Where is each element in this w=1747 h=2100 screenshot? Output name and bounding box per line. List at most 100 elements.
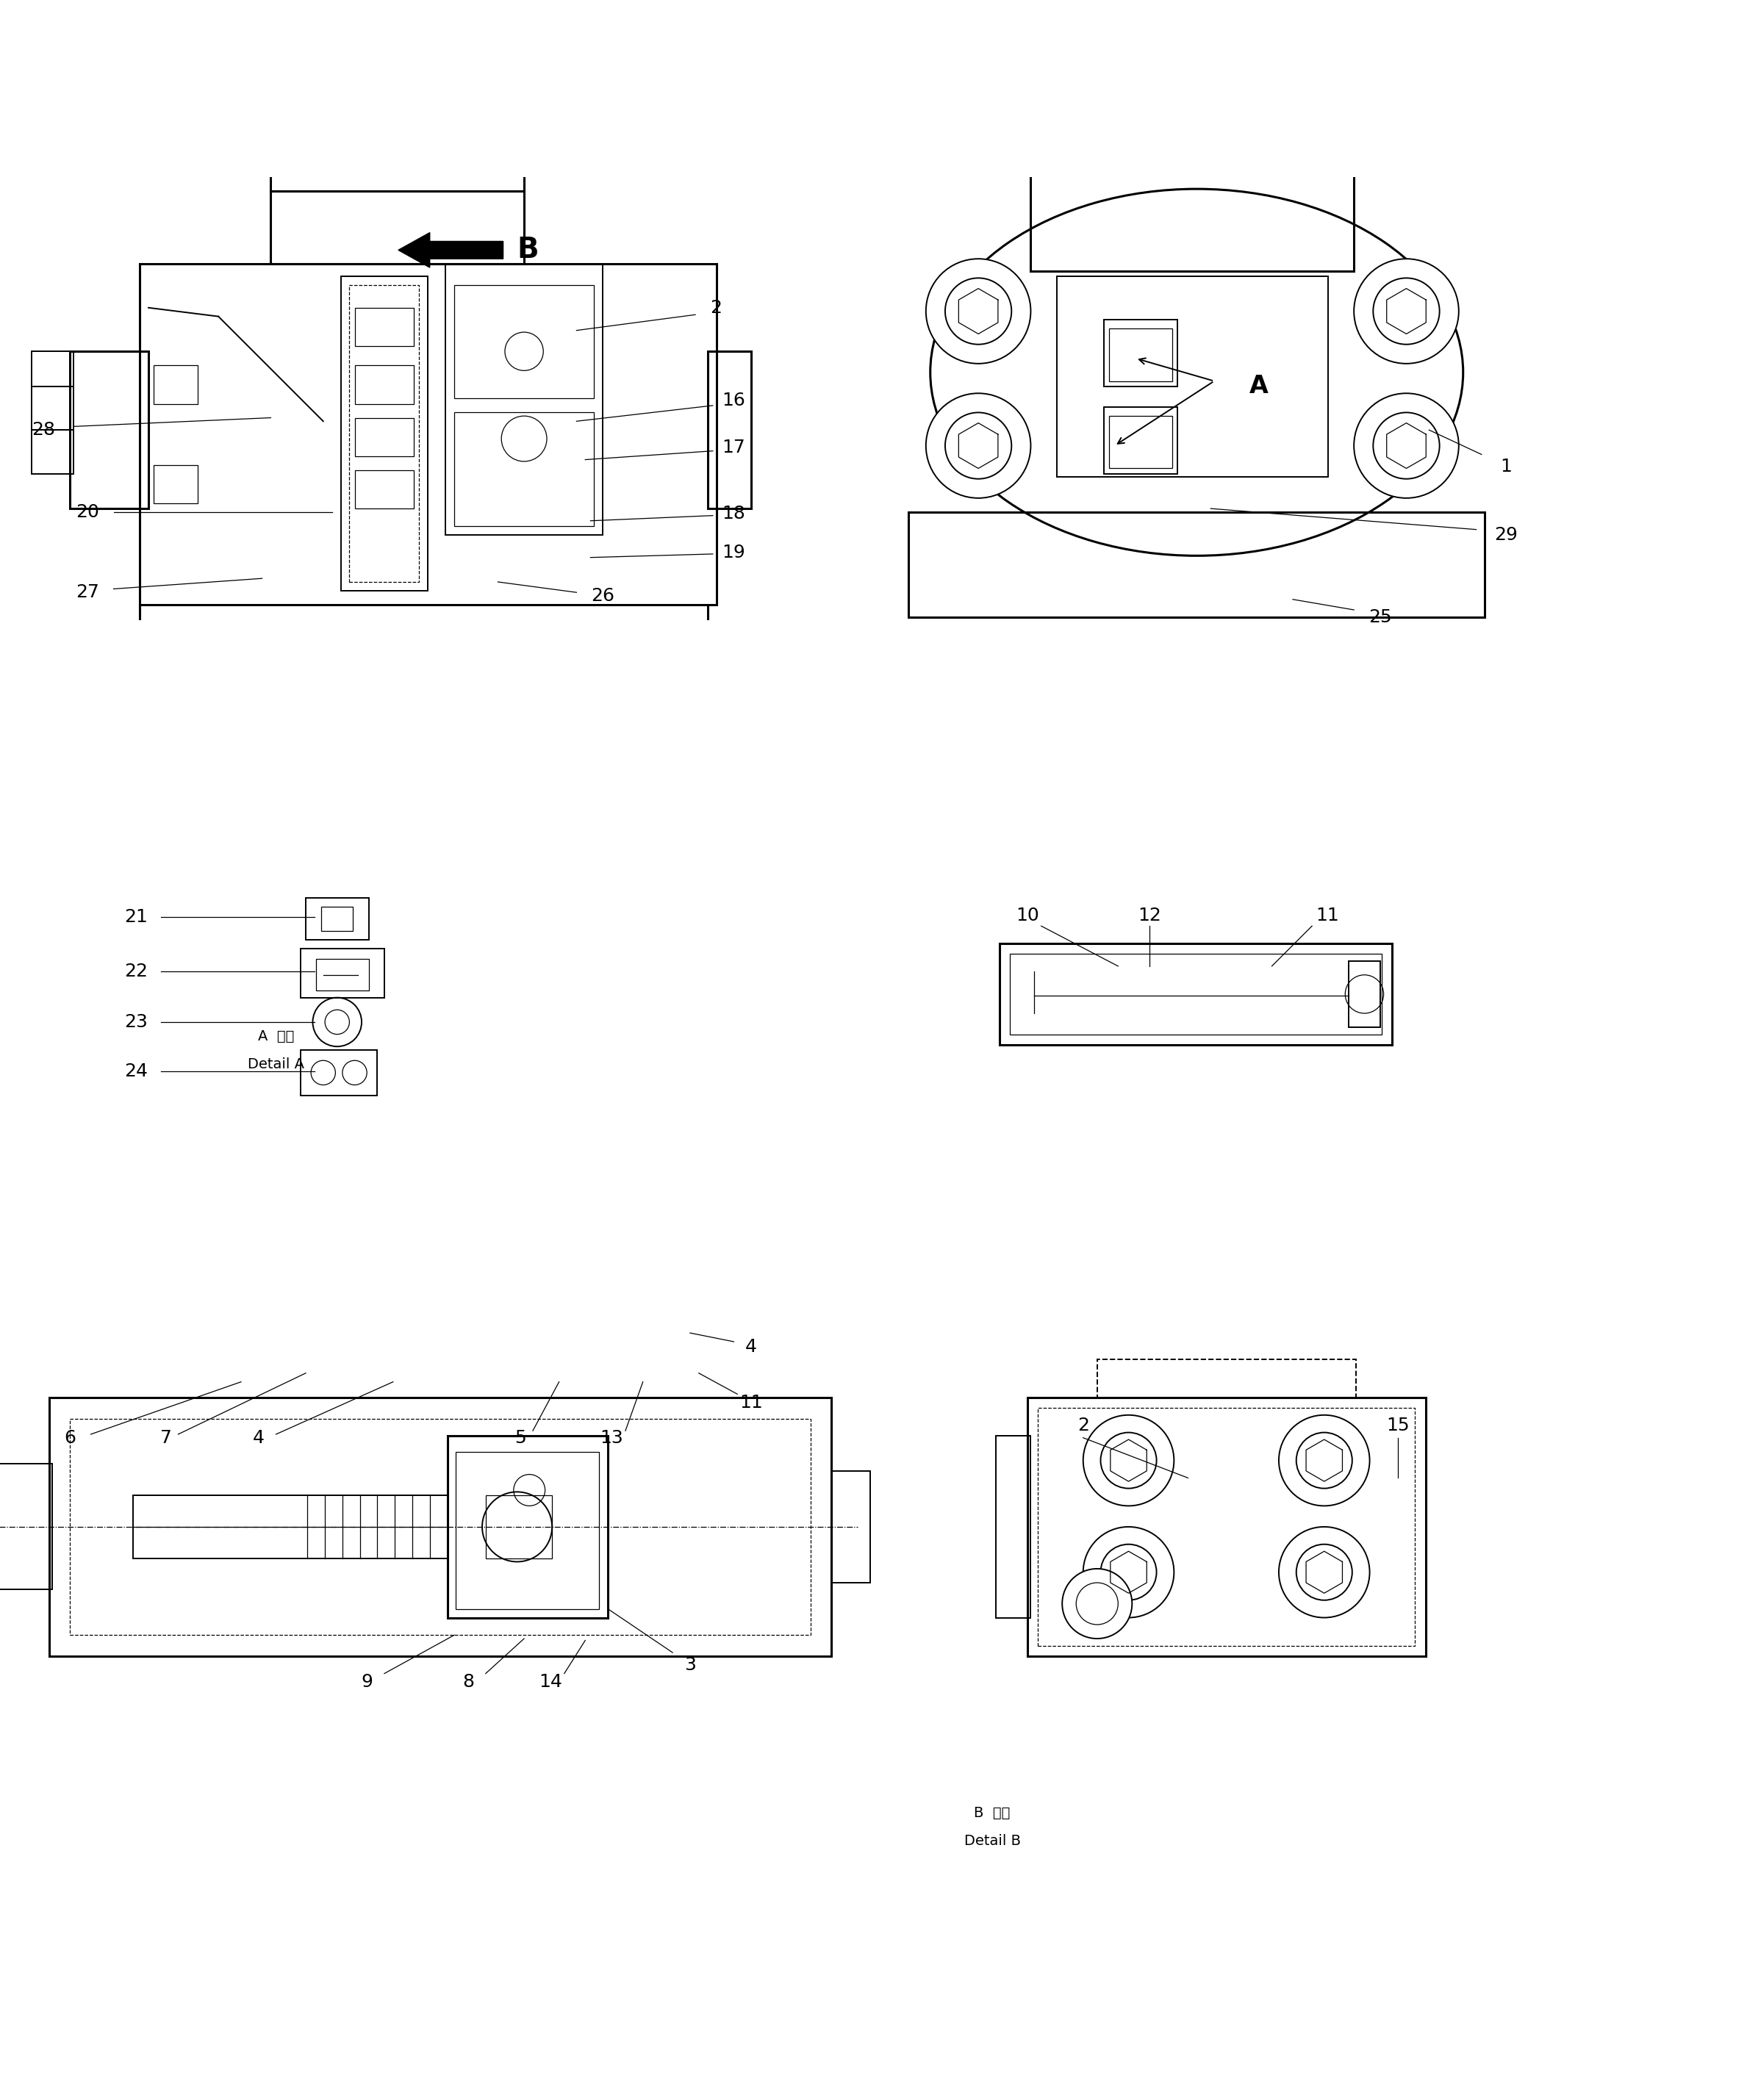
Circle shape: [1296, 1432, 1352, 1489]
Bar: [31, 386, 73, 430]
Bar: [708, 351, 751, 508]
Text: 24: 24: [124, 1063, 148, 1079]
Bar: [456, 1451, 599, 1609]
Bar: [316, 960, 369, 991]
Bar: [70, 351, 148, 508]
Circle shape: [926, 258, 1031, 363]
Text: 10: 10: [1015, 907, 1039, 924]
Text: 14: 14: [538, 1674, 563, 1690]
Text: 29: 29: [1494, 525, 1518, 544]
Bar: [1104, 407, 1177, 475]
Text: Detail B: Detail B: [964, 1833, 1020, 1848]
Bar: [1109, 416, 1172, 468]
Text: 28: 28: [31, 422, 56, 439]
Text: 13: 13: [599, 1428, 624, 1447]
Bar: [321, 907, 353, 930]
Circle shape: [945, 412, 1012, 479]
Bar: [999, 943, 1392, 1046]
Bar: [996, 1436, 1031, 1617]
Bar: [1104, 319, 1177, 386]
Text: 11: 11: [739, 1394, 763, 1411]
Bar: [355, 470, 414, 508]
Bar: [355, 309, 414, 346]
Text: 19: 19: [722, 544, 746, 561]
Text: 15: 15: [1385, 1418, 1410, 1434]
Circle shape: [945, 277, 1012, 344]
Circle shape: [1083, 1527, 1174, 1617]
Text: 2: 2: [1078, 1418, 1088, 1434]
Circle shape: [1373, 277, 1440, 344]
Text: 5: 5: [515, 1428, 526, 1447]
Text: 26: 26: [590, 588, 615, 605]
Bar: [70, 1418, 811, 1636]
Bar: [271, 191, 524, 265]
Text: A  詳細: A 詳細: [259, 1029, 293, 1044]
Text: 23: 23: [124, 1012, 148, 1031]
Bar: [486, 1495, 552, 1558]
Text: 12: 12: [1137, 907, 1162, 924]
Circle shape: [926, 393, 1031, 498]
Bar: [1109, 330, 1172, 380]
Circle shape: [1373, 412, 1440, 479]
Bar: [0, 1464, 52, 1590]
Circle shape: [1279, 1527, 1370, 1617]
Bar: [154, 365, 197, 403]
Text: B: B: [517, 235, 538, 265]
Bar: [908, 512, 1485, 617]
Bar: [31, 351, 73, 386]
Bar: [1097, 1359, 1356, 1399]
Bar: [300, 1050, 377, 1096]
Bar: [454, 286, 594, 399]
Text: 16: 16: [722, 391, 746, 409]
Bar: [1038, 1407, 1415, 1646]
FancyArrow shape: [398, 233, 503, 267]
Text: 11: 11: [1315, 907, 1340, 924]
Text: 20: 20: [75, 504, 100, 521]
Circle shape: [1101, 1544, 1157, 1600]
Bar: [445, 265, 603, 536]
Circle shape: [1279, 1415, 1370, 1506]
Circle shape: [1076, 1583, 1118, 1625]
Bar: [1031, 132, 1354, 271]
Text: 2: 2: [711, 298, 722, 317]
Text: 3: 3: [685, 1657, 695, 1674]
Text: 21: 21: [124, 909, 148, 926]
Bar: [1027, 1399, 1426, 1657]
Text: 7: 7: [161, 1428, 171, 1447]
Text: 27: 27: [75, 584, 100, 601]
Text: 8: 8: [463, 1674, 473, 1690]
Circle shape: [1296, 1544, 1352, 1600]
Bar: [1057, 277, 1328, 477]
Circle shape: [1354, 393, 1459, 498]
Text: 4: 4: [746, 1338, 756, 1357]
Bar: [49, 1399, 832, 1657]
Bar: [355, 365, 414, 403]
Bar: [1349, 962, 1380, 1027]
Bar: [306, 899, 369, 941]
Text: 1: 1: [1501, 458, 1511, 475]
Circle shape: [1083, 1415, 1174, 1506]
Bar: [154, 464, 197, 504]
Text: 4: 4: [253, 1428, 264, 1447]
Text: 22: 22: [124, 962, 148, 981]
Circle shape: [1062, 1569, 1132, 1638]
Text: 9: 9: [362, 1674, 372, 1690]
Bar: [349, 286, 419, 582]
Text: B  詳細: B 詳細: [975, 1806, 1010, 1821]
Bar: [341, 277, 428, 590]
Circle shape: [1101, 1432, 1157, 1489]
Bar: [447, 1436, 608, 1617]
Bar: [271, 160, 524, 191]
Bar: [133, 1495, 447, 1558]
Bar: [832, 1470, 870, 1583]
Bar: [140, 265, 716, 605]
Bar: [1010, 953, 1382, 1035]
Text: 18: 18: [722, 504, 746, 523]
Text: 17: 17: [722, 439, 746, 456]
Bar: [454, 412, 594, 525]
Text: Detail A: Detail A: [248, 1056, 304, 1071]
Text: 6: 6: [65, 1428, 75, 1447]
Circle shape: [1354, 258, 1459, 363]
Text: 25: 25: [1368, 609, 1392, 626]
Bar: [355, 418, 414, 456]
